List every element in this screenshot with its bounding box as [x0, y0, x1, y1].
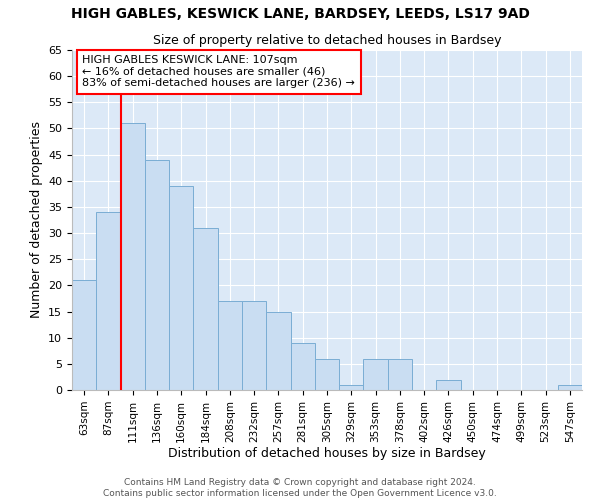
Bar — [169, 186, 193, 390]
Bar — [72, 280, 96, 390]
Bar — [339, 385, 364, 390]
Text: HIGH GABLES, KESWICK LANE, BARDSEY, LEEDS, LS17 9AD: HIGH GABLES, KESWICK LANE, BARDSEY, LEED… — [71, 8, 529, 22]
Bar — [436, 380, 461, 390]
Bar — [96, 212, 121, 390]
Bar — [315, 358, 339, 390]
Bar — [558, 385, 582, 390]
Bar — [193, 228, 218, 390]
X-axis label: Distribution of detached houses by size in Bardsey: Distribution of detached houses by size … — [168, 448, 486, 460]
Bar — [364, 358, 388, 390]
Bar — [290, 343, 315, 390]
Title: Size of property relative to detached houses in Bardsey: Size of property relative to detached ho… — [153, 34, 501, 48]
Bar — [242, 301, 266, 390]
Text: HIGH GABLES KESWICK LANE: 107sqm
← 16% of detached houses are smaller (46)
83% o: HIGH GABLES KESWICK LANE: 107sqm ← 16% o… — [82, 55, 355, 88]
Bar — [145, 160, 169, 390]
Bar — [218, 301, 242, 390]
Y-axis label: Number of detached properties: Number of detached properties — [29, 122, 43, 318]
Text: Contains HM Land Registry data © Crown copyright and database right 2024.
Contai: Contains HM Land Registry data © Crown c… — [103, 478, 497, 498]
Bar — [388, 358, 412, 390]
Bar — [266, 312, 290, 390]
Bar — [121, 123, 145, 390]
